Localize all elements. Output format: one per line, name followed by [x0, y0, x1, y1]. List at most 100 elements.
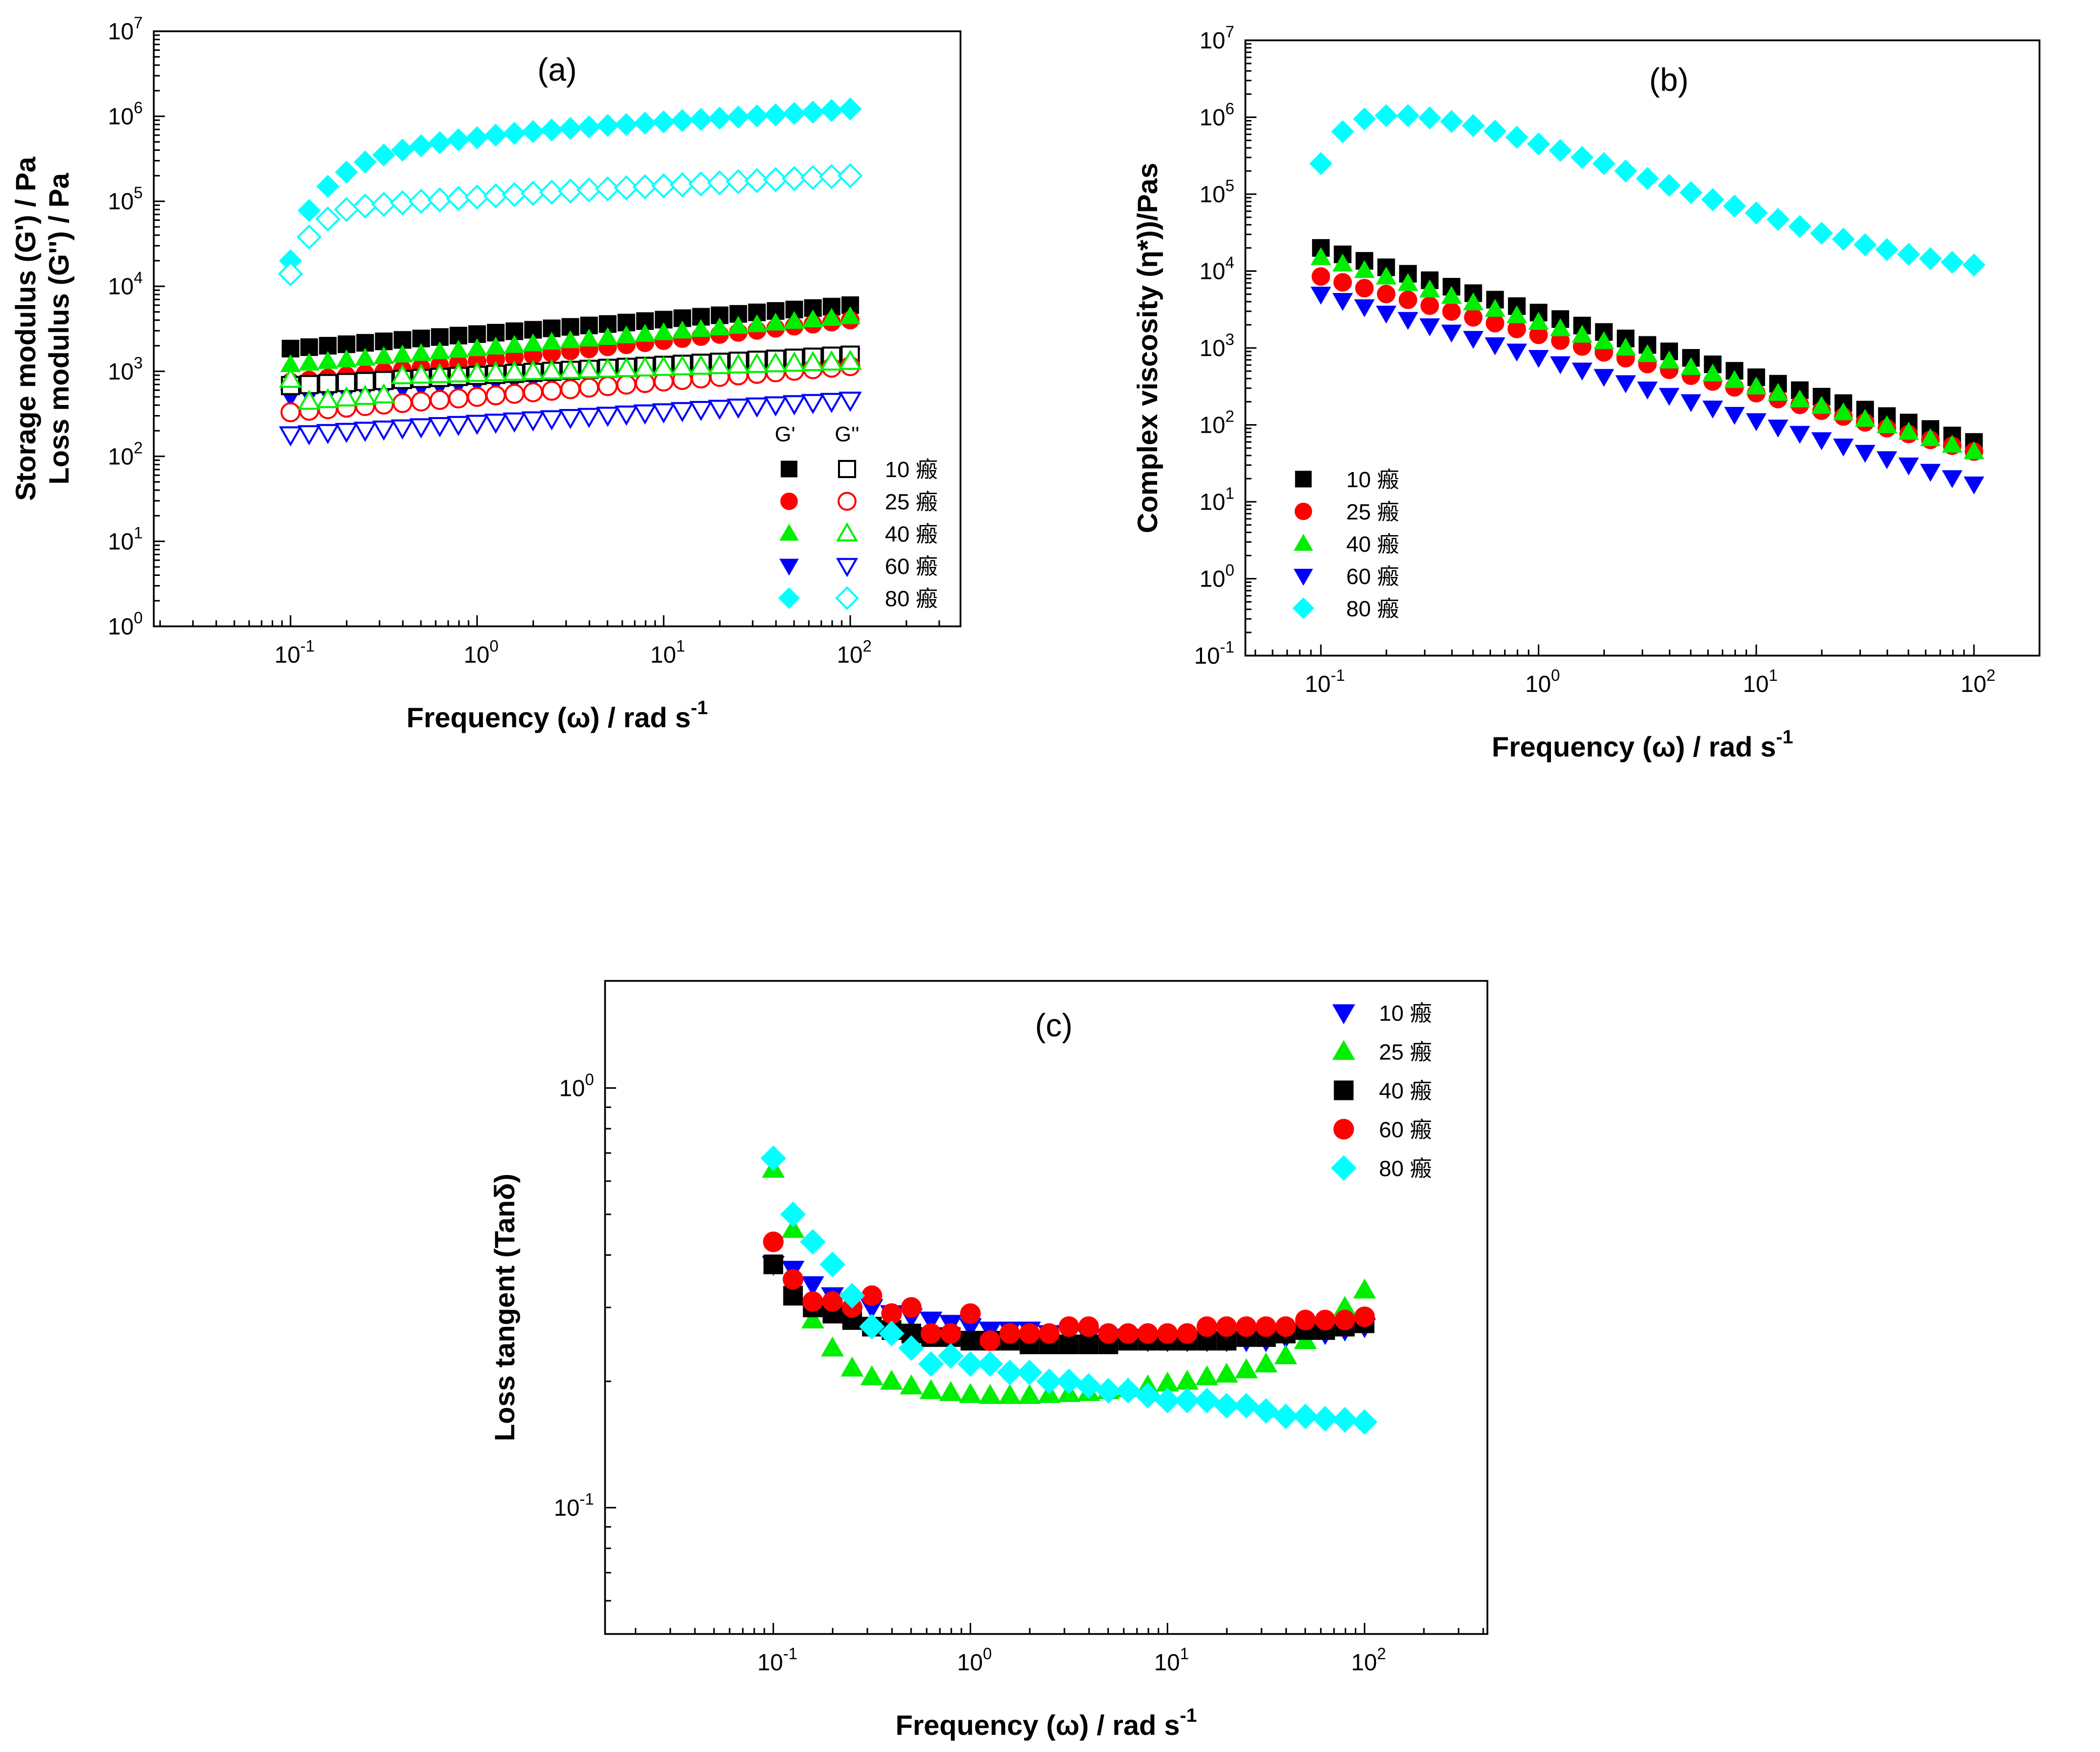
data-point — [523, 382, 544, 402]
data-point — [446, 186, 471, 211]
data-point — [615, 405, 638, 426]
x-axis-title: Frequency (ω) / rad s-1 — [406, 697, 708, 733]
y-tick-label: 104 — [108, 269, 143, 300]
data-point — [390, 190, 415, 216]
legend-label: 80 瘢 — [1346, 597, 1399, 621]
data-point — [577, 407, 601, 428]
data-point — [1897, 243, 1921, 266]
data-point — [1333, 273, 1352, 292]
series-80-瘢-G' — [279, 97, 862, 272]
legend-label: 40 瘢 — [1379, 1079, 1432, 1103]
data-point — [999, 1323, 1021, 1344]
data-point — [745, 104, 769, 128]
data-point — [1439, 110, 1463, 133]
data-point — [558, 178, 583, 204]
data-point — [467, 387, 488, 407]
data-point — [1548, 139, 1572, 162]
y-axis-title: Complex viscosity (η*))/Pas — [1131, 163, 1163, 533]
series-60-瘢 — [763, 1231, 1375, 1351]
legend-label: 25 瘢 — [885, 490, 938, 514]
data-point — [1506, 343, 1527, 362]
data-point — [1593, 331, 1614, 349]
data-point — [1898, 422, 1919, 440]
series-40-瘢 — [1310, 247, 1985, 459]
data-point — [596, 113, 620, 137]
data-point — [1463, 331, 1484, 349]
legend: 10 瘢 25 瘢 40 瘢 60 瘢 80 瘢 — [1292, 468, 1399, 621]
data-point — [1746, 413, 1767, 431]
x-tick-label: 10-1 — [1305, 666, 1345, 697]
data-point — [1681, 394, 1702, 413]
data-point — [280, 402, 301, 423]
data-point — [335, 423, 358, 443]
data-point — [1253, 1398, 1279, 1424]
data-point — [465, 362, 489, 382]
legend-marker-open — [837, 492, 857, 511]
data-point — [921, 1323, 941, 1344]
data-point — [800, 1229, 826, 1255]
legend-marker-open — [835, 586, 859, 610]
data-point — [1528, 312, 1549, 330]
data-point — [764, 352, 788, 373]
plot-frame — [153, 30, 962, 627]
x-tick-label: 101 — [1154, 1645, 1189, 1675]
data-point — [1354, 260, 1375, 278]
data-point — [540, 410, 564, 431]
data-point — [899, 1374, 923, 1394]
data-point — [1058, 1316, 1079, 1337]
data-point — [541, 331, 562, 350]
data-point — [1399, 290, 1417, 309]
series-60-瘢-G'' — [279, 391, 862, 447]
plot-frame — [604, 980, 1488, 1635]
data-point — [760, 1145, 787, 1172]
data-point — [1506, 305, 1527, 324]
series-25-瘢 — [762, 1157, 1376, 1404]
data-point — [651, 173, 677, 199]
data-point — [801, 351, 825, 371]
legend-marker — [1293, 534, 1313, 551]
data-point — [820, 99, 844, 122]
data-point — [1312, 1406, 1338, 1432]
data-point — [707, 170, 733, 196]
data-point — [466, 338, 488, 357]
data-point — [1375, 306, 1397, 324]
data-point — [1920, 428, 1941, 446]
x-tick-label: 101 — [1743, 666, 1778, 697]
data-point — [1659, 351, 1679, 369]
data-point — [353, 422, 377, 442]
data-point — [802, 1291, 823, 1312]
data-point — [1702, 400, 1723, 419]
data-point — [1078, 1334, 1099, 1355]
data-point — [1876, 451, 1897, 470]
data-point — [1701, 188, 1724, 211]
data-point — [957, 1351, 984, 1377]
data-point — [1768, 383, 1788, 401]
series-60-瘢 — [1310, 286, 1985, 495]
data-point — [1274, 1344, 1297, 1365]
data-point — [1572, 324, 1593, 343]
data-point — [839, 306, 861, 324]
data-point — [279, 426, 303, 447]
legend-label: 60 瘢 — [1379, 1118, 1432, 1142]
data-point — [520, 181, 546, 206]
x-tick-label: 100 — [464, 637, 499, 668]
data-point — [919, 1311, 943, 1332]
data-point — [1310, 247, 1332, 265]
data-point — [745, 397, 769, 418]
data-point — [901, 1297, 922, 1318]
data-point — [577, 358, 601, 379]
y-tick-label: 105 — [1199, 177, 1234, 207]
data-point — [1016, 1359, 1043, 1385]
y-tick-label: 102 — [1199, 407, 1234, 438]
data-point — [1571, 146, 1594, 169]
legend-marker — [780, 492, 798, 510]
data-point — [1637, 381, 1658, 400]
data-point — [652, 403, 676, 424]
data-point — [485, 336, 506, 355]
data-point — [427, 187, 453, 213]
data-point — [633, 111, 657, 135]
data-point — [1310, 286, 1332, 305]
data-point — [409, 363, 433, 384]
data-point — [1095, 1378, 1121, 1404]
